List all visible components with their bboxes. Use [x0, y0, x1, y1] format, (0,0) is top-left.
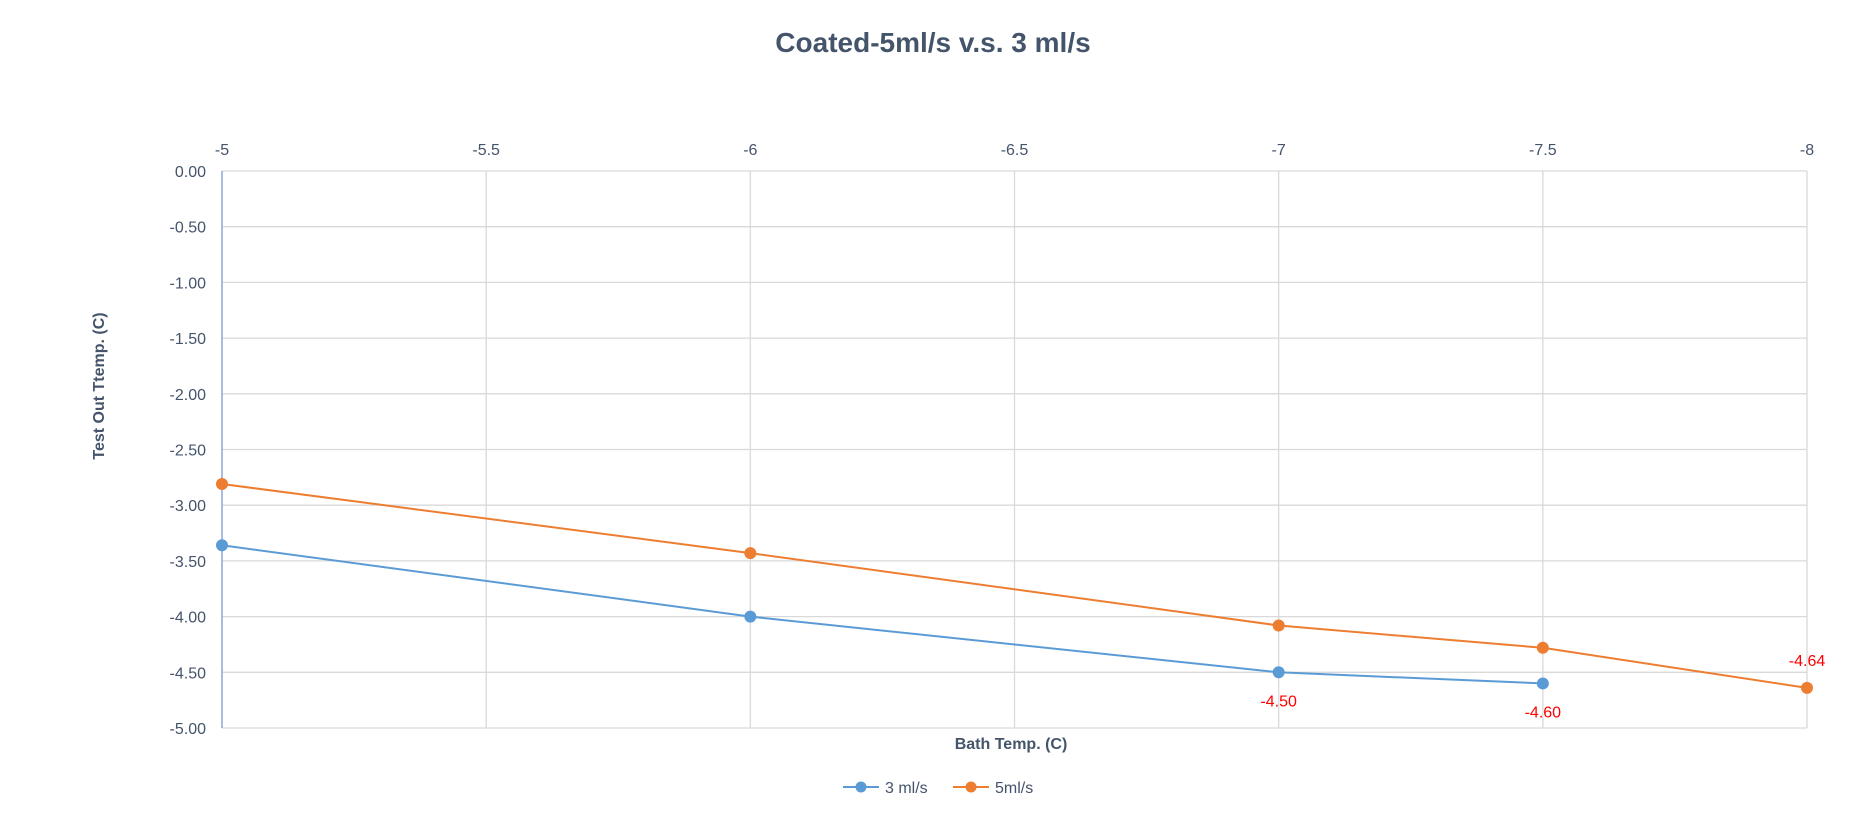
legend-label-2: 5ml/s	[995, 780, 1033, 797]
y-tick-label: -1.50	[170, 331, 207, 348]
data-point	[216, 478, 228, 491]
y-tick-labels: 0.00 -0.50 -1.00 -1.50 -2.00 -2.50 -3.00 -3.50 -…	[170, 164, 207, 738]
legend-marker-1	[855, 781, 867, 793]
series-line-1	[221, 544, 1543, 685]
data-label: -4.64	[1789, 653, 1826, 670]
x-tick-label: -8	[1800, 142, 1814, 159]
data-point	[1272, 619, 1285, 632]
legend-label-1: 3 ml/s	[885, 780, 928, 797]
x-axis-title: Bath Temp. (C)	[955, 736, 1068, 753]
y-tick-label: -0.50	[170, 220, 207, 237]
y-tick-label: -1.00	[170, 275, 207, 292]
data-point	[1272, 666, 1285, 679]
data-point	[1536, 677, 1549, 690]
y-axis-title: Test Out Ttemp. (C)	[91, 312, 108, 459]
x-tick-label: -5	[215, 142, 229, 159]
x-tick-label: -6	[743, 142, 757, 159]
series-group	[216, 478, 1813, 694]
y-tick-label: -4.50	[170, 665, 207, 682]
grid	[221, 170, 1808, 729]
data-labels: -4.50 -4.60 -4.64	[1260, 653, 1825, 722]
data-point	[744, 610, 757, 623]
chart-title: Coated-5ml/s v.s. 3 ml/s	[775, 27, 1090, 58]
x-tick-labels: -5 -5.5 -6 -6.5 -7 -7.5 -8	[215, 142, 1814, 159]
data-point	[1536, 641, 1549, 654]
x-tick-label: -6.5	[1001, 142, 1029, 159]
y-tick-label: -4.00	[170, 610, 207, 627]
y-tick-label: -3.50	[170, 554, 207, 571]
data-point	[744, 547, 757, 560]
data-label: -4.60	[1525, 704, 1562, 721]
y-tick-label: -2.00	[170, 387, 207, 404]
data-point	[1801, 681, 1813, 694]
x-tick-label: -5.5	[472, 142, 500, 159]
y-tick-label: -2.50	[170, 443, 207, 460]
x-tick-label: -7	[1272, 142, 1286, 159]
data-label: -4.50	[1260, 693, 1297, 710]
data-point	[216, 539, 228, 552]
y-tick-label: -5.00	[170, 721, 207, 738]
legend: 3 ml/s 5ml/s	[843, 780, 1033, 797]
legend-marker-2	[965, 781, 977, 793]
y-tick-label: 0.00	[175, 164, 206, 181]
x-tick-label: -7.5	[1529, 142, 1557, 159]
y-tick-label: -3.00	[170, 498, 207, 515]
